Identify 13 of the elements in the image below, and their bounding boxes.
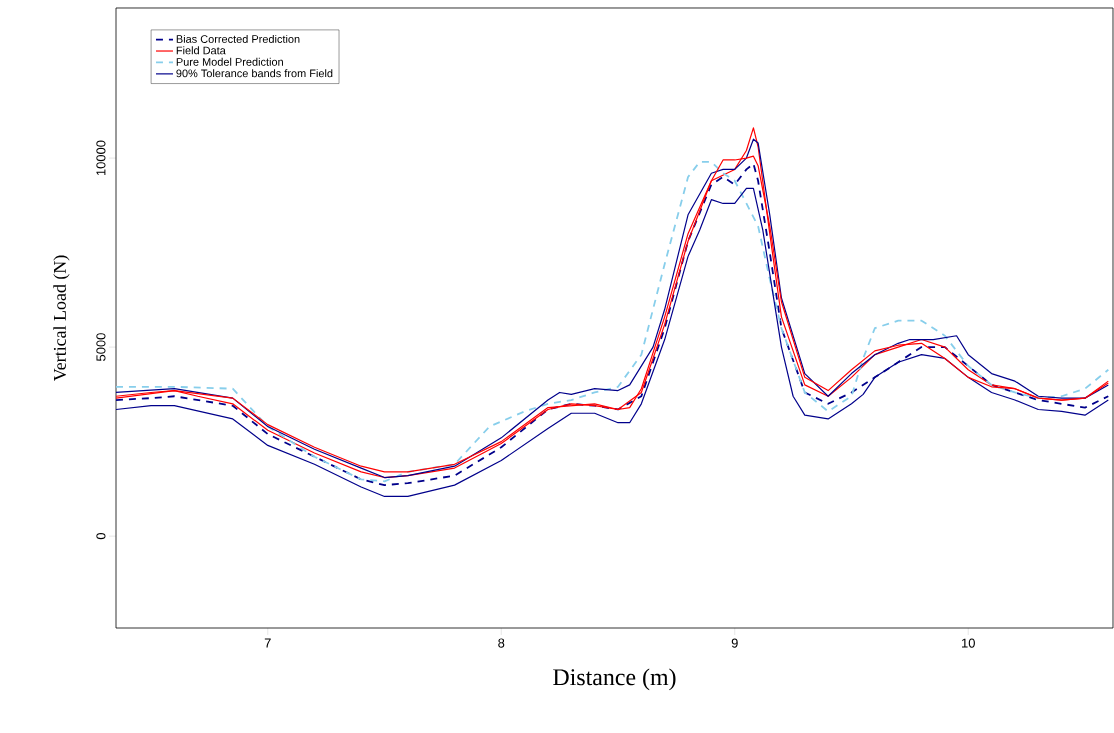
x-tick-label: 7: [264, 638, 271, 648]
x-tick-label: 8: [498, 638, 505, 648]
y-tick-label: 10000: [96, 140, 106, 176]
legend-label: 90% Tolerance bands from Field: [176, 69, 333, 78]
x-tick-label: 10: [962, 638, 975, 648]
x-tick-label: 9: [731, 638, 738, 648]
legend-label: Field Data: [176, 46, 226, 55]
x-axis-title: Distance (m): [553, 668, 676, 691]
y-axis-title: Vertical Load (N): [53, 255, 70, 382]
y-tick-label: 0: [96, 533, 106, 540]
legend-label: Bias Corrected Prediction: [176, 34, 300, 43]
y-tick-label: 5000: [96, 333, 106, 361]
legend-label: Pure Model Prediction: [176, 57, 283, 66]
